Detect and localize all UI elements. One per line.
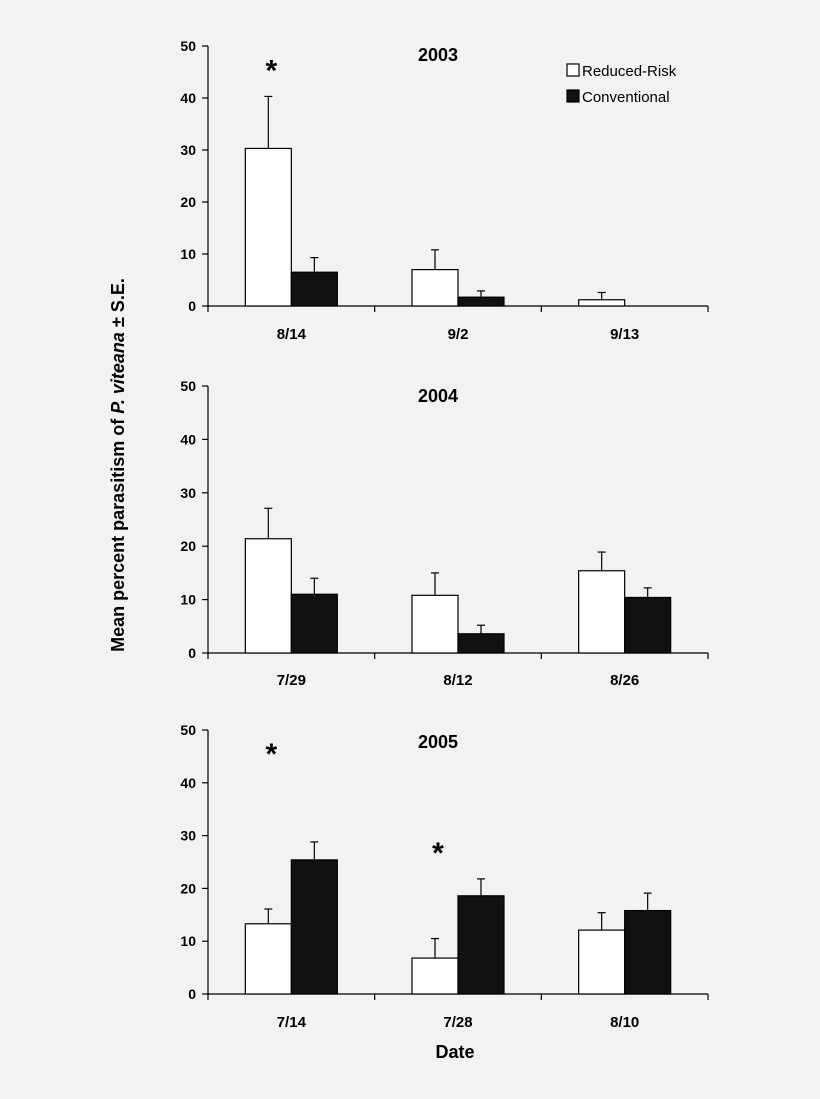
y-tick-label: 20 [180,538,196,554]
y-axis-label-prefix: Mean percent parasitism of [108,414,128,652]
significance-marker: * [265,54,277,87]
bar-reduced-risk [411,594,459,654]
significance-marker: * [432,837,444,870]
legend-swatch-reduced-risk [566,63,580,77]
chart-panel-2004: 0 10 20 30 40 50 2004 7/29 8/12 8/26 [180,378,709,689]
y-axis-label-suffix: ± S.E. [108,278,128,332]
x-tick-label: 8/26 [610,672,639,689]
y-tick-label: 50 [180,722,196,738]
bar-reduced-risk [244,147,292,307]
y-tick-label: 20 [180,194,196,210]
bar-reduced-risk [578,299,626,307]
x-tick-label: 7/14 [277,1014,307,1031]
bar-conventional [290,593,338,654]
y-tick-label: 50 [180,378,196,394]
x-tick-label: 7/28 [443,1014,472,1031]
chart-title: 2003 [418,45,458,65]
chart-title: 2004 [418,386,458,406]
y-tick-label: 30 [180,142,196,158]
chart-panel-2003: 0 10 20 30 40 50 2003 8/14 9/2 9/13 * [180,38,709,343]
y-axis-label: Mean percent parasitism of P. viteana ± … [108,278,128,652]
chart-panels: 0 10 20 30 40 50 2003 8/14 9/2 9/13 * 0 10 20 30 40 50 20… [180,38,709,1031]
chart-panel-2005: 0 10 20 30 40 50 2005 7/14 7/28 8/10 * * [180,722,709,1031]
y-tick-label: 40 [180,431,196,447]
significance-marker: * [265,738,277,771]
x-tick-label: 9/13 [610,326,639,343]
bar-conventional [624,596,672,654]
y-tick-label: 40 [180,90,196,106]
y-tick-label: 0 [188,986,196,1002]
bar-conventional [624,909,672,995]
x-tick-label: 8/14 [277,326,307,343]
legend-swatch-conventional [566,89,580,103]
y-tick-label: 0 [188,298,196,314]
bar-reduced-risk [578,929,626,995]
bar-reduced-risk [244,538,292,654]
x-axis-label: Date [435,1042,474,1062]
chart-title: 2005 [418,732,458,752]
y-tick-label: 50 [180,38,196,54]
x-tick-label: 8/10 [610,1014,639,1031]
bar-conventional [290,271,338,307]
legend-label-reduced-risk: Reduced-Risk [582,63,677,80]
x-tick-label: 7/29 [277,672,306,689]
legend: Reduced-Risk Conventional [566,63,677,106]
y-tick-label: 0 [188,645,196,661]
y-tick-label: 10 [180,933,196,949]
bar-conventional [290,859,338,995]
bar-reduced-risk [578,570,626,654]
bar-reduced-risk [411,269,459,307]
y-tick-label: 10 [180,246,196,262]
bar-conventional [457,895,505,995]
bar-reduced-risk [244,923,292,995]
y-axis-label-italic: P. viteana [108,332,128,414]
legend-label-conventional: Conventional [582,89,670,106]
y-tick-label: 40 [180,775,196,791]
bar-conventional [457,633,505,654]
y-tick-label: 30 [180,485,196,501]
x-tick-label: 9/2 [448,326,469,343]
y-tick-label: 20 [180,880,196,896]
x-tick-label: 8/12 [443,672,472,689]
bar-reduced-risk [411,957,459,995]
y-tick-label: 10 [180,592,196,608]
y-tick-label: 30 [180,828,196,844]
bar-conventional [457,296,505,307]
